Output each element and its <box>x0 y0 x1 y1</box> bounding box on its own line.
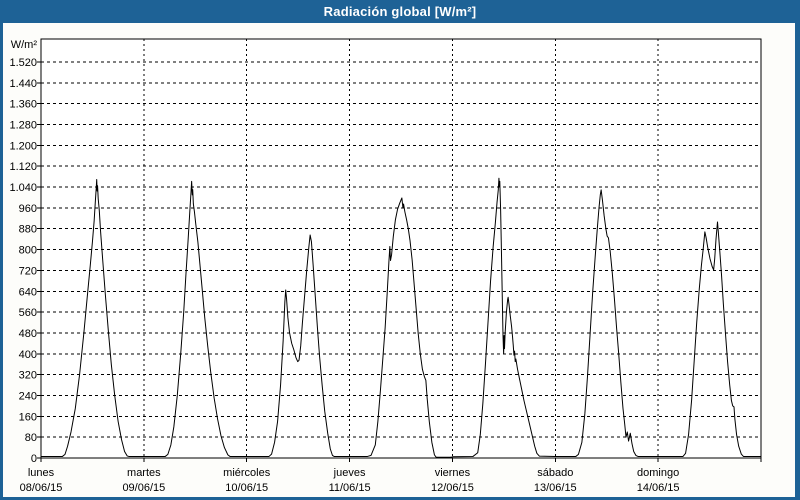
window-title: Radiación global [W/m²] <box>323 4 477 19</box>
y-axis-ticks <box>37 61 41 459</box>
day-date-label: 11/06/15 <box>329 482 371 494</box>
day-date-label: 10/06/15 <box>225 482 268 494</box>
svg-text:960: 960 <box>19 203 37 215</box>
svg-text:0: 0 <box>31 453 37 465</box>
y-axis-labels: 0 80 160 240 320 400 480 560 640 720 800 880 960 1.04… <box>9 57 37 465</box>
svg-text:1.280: 1.280 <box>9 120 37 132</box>
day-date-label: 14/06/15 <box>637 482 680 494</box>
day-name-label: viernes <box>435 467 471 479</box>
svg-text:400: 400 <box>19 349 37 361</box>
y-axis-unit-label: W/m² <box>11 39 38 51</box>
day-date-label: 12/06/15 <box>431 482 474 494</box>
svg-text:640: 640 <box>19 286 37 298</box>
plot-border <box>40 38 762 459</box>
day-date-label: 13/06/15 <box>534 482 577 494</box>
day-name-label: jueves <box>333 467 366 479</box>
day-name-label: domingo <box>637 467 679 479</box>
window-title-bar[interactable]: Radiación global [W/m²] <box>0 0 800 23</box>
day-date-label: 08/06/15 <box>20 482 63 494</box>
svg-text:1.200: 1.200 <box>9 140 37 152</box>
svg-text:800: 800 <box>19 245 37 257</box>
day-name-label: lunes <box>28 467 55 479</box>
day-date-label: 09/06/15 <box>122 482 165 494</box>
x-axis-labels: lunes 08/06/15 martes 09/06/15 miércoles 10/0… <box>20 467 680 494</box>
x-axis-ticks <box>40 458 762 462</box>
day-name-label: miércoles <box>223 467 271 479</box>
svg-text:1.520: 1.520 <box>9 57 37 69</box>
svg-text:1.120: 1.120 <box>9 161 37 173</box>
day-name-label: sábado <box>537 467 573 479</box>
svg-text:880: 880 <box>19 224 37 236</box>
svg-text:80: 80 <box>25 432 37 444</box>
plot-area <box>41 39 761 458</box>
svg-text:240: 240 <box>19 390 37 402</box>
svg-text:480: 480 <box>19 328 37 340</box>
svg-text:1.360: 1.360 <box>9 99 37 111</box>
svg-text:560: 560 <box>19 307 37 319</box>
svg-text:160: 160 <box>19 411 37 423</box>
svg-text:720: 720 <box>19 265 37 277</box>
svg-text:1.440: 1.440 <box>9 78 37 90</box>
svg-text:1.040: 1.040 <box>9 182 37 194</box>
svg-text:320: 320 <box>19 370 37 382</box>
horizontal-gridlines <box>41 61 761 438</box>
day-name-label: martes <box>127 467 161 479</box>
radiation-curve <box>41 177 761 458</box>
